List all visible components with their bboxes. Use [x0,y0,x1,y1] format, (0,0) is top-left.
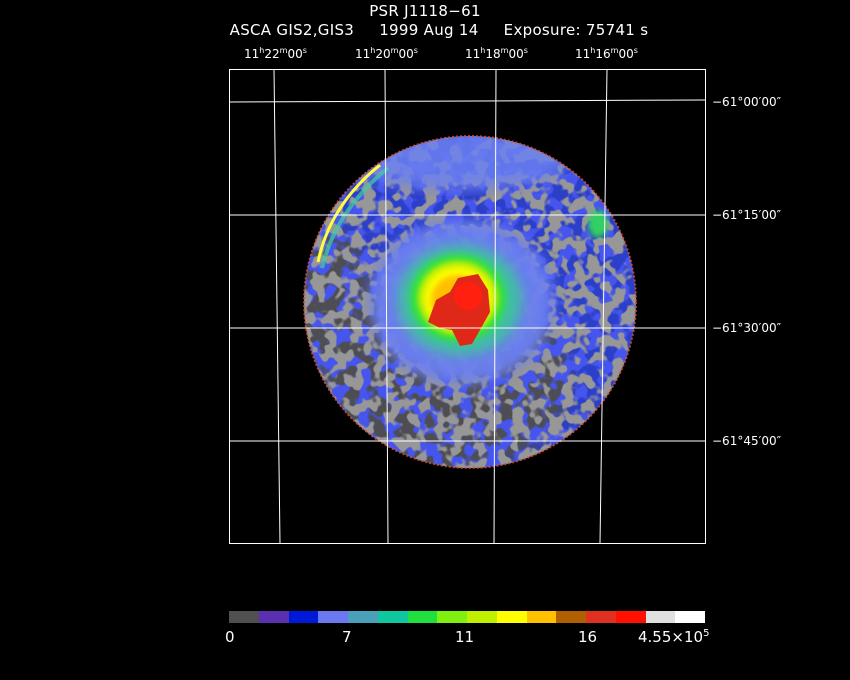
colorbar-segment [318,611,348,623]
colorbar-segment [437,611,467,623]
colorbar-segment [496,611,527,623]
colorbar-segment [556,611,586,623]
dec-label-3: −61°30′00″ [712,321,782,335]
ra-label-3: 11h18m00s [465,46,528,61]
colorbar-label-0: 0 [225,628,235,646]
image-title: PSR J1118−61 [369,2,481,20]
ra-label-1: 11h22m00s [244,46,307,61]
colorbar-segment [348,611,378,623]
dec-label-4: −61°45′00″ [712,434,782,448]
coordinate-grid [229,69,706,544]
instrument-label: ASCA GIS2,GIS3 [229,21,355,39]
colorbar-segment [377,611,408,623]
colorbar-segment [526,611,557,623]
colorbar-label-max: 4.55×105 [638,628,710,646]
colorbar-segment [288,611,319,623]
colorbar-label-7: 7 [342,628,352,646]
exposure-label: Exposure: 75741 s [503,21,649,39]
colorbar-segment [615,611,646,623]
colorbar [229,611,705,623]
colorbar-segment [675,611,705,623]
colorbar-segment [645,611,676,623]
colorbar-segment [258,611,289,623]
colorbar-segment [407,611,438,623]
colorbar-segment [467,611,497,623]
colorbar-label-16: 16 [578,628,598,646]
date-label: 1999 Aug 14 [379,21,479,39]
ra-label-4: 11h16m00s [575,46,638,61]
colorbar-segment [229,611,259,623]
colorbar-segment [586,611,616,623]
colorbar-label-11: 11 [455,628,475,646]
observation-info: ASCA GIS2,GIS3 1999 Aug 14 Exposure: 757… [14,21,850,39]
ra-label-2: 11h20m00s [355,46,418,61]
dec-label-2: −61°15′00″ [712,208,782,222]
dec-label-1: −61°00′00″ [712,95,782,109]
